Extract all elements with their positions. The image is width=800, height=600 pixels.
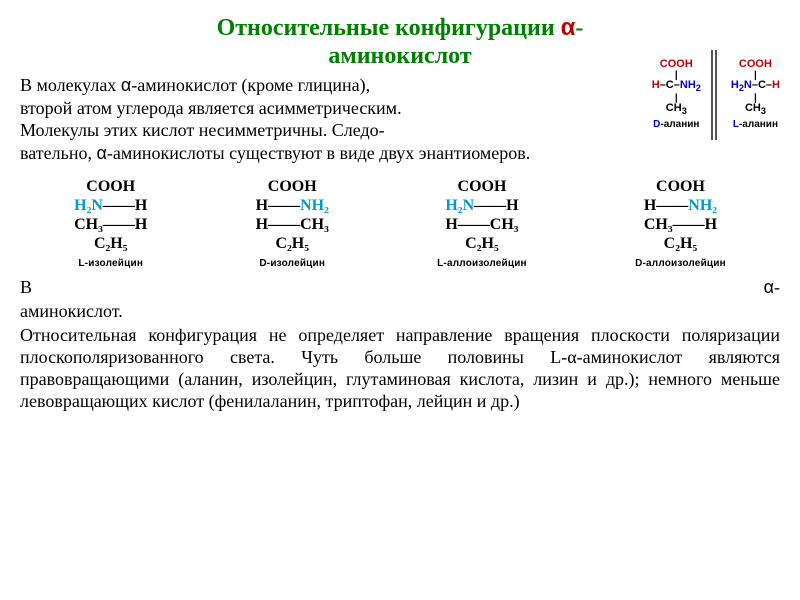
d-alanine-row2: H–C–NH2 xyxy=(652,79,701,91)
bond-icon: | xyxy=(731,72,780,79)
d-alanine: COOH | H–C–NH2 | CH3 D-аланин xyxy=(652,58,701,132)
bottom-line1: В α- xyxy=(20,277,780,299)
d-alanine-ch3: CH3 xyxy=(666,102,687,114)
bond-icon: | xyxy=(731,95,780,102)
isoleucine-row: COOH H₂N——H CH₃——H C₂H₅ L-изолейцин COOH… xyxy=(20,178,780,269)
intro-continue: вательно, α-аминокислоты существуют в ви… xyxy=(20,142,780,165)
l-alanine-cooh: COOH xyxy=(739,58,772,70)
title-part1: Относительные конфигурации xyxy=(217,15,561,41)
bond-icon: | xyxy=(652,95,701,102)
bottom-b1b: - xyxy=(774,277,780,297)
intro-line1b: -аминокислот (кроме глицина), xyxy=(131,75,370,95)
cont-b: -аминокислоты существуют в виде двух эна… xyxy=(107,143,530,163)
bottom-b1a: В xyxy=(20,277,32,299)
intro-line3: Молекулы этих кислот несимметричны. След… xyxy=(20,120,385,140)
cont-alpha: α xyxy=(96,143,106,163)
title-part2: аминокислот xyxy=(328,43,471,69)
l-alanine-label: L-аланин xyxy=(731,119,780,132)
l-alanine-row2: H2N–C–H xyxy=(731,79,780,91)
bond-icon: | xyxy=(652,72,701,79)
title-alpha: α xyxy=(561,14,576,41)
d-alanine-cooh: COOH xyxy=(660,58,693,70)
iso-structure-2: COOH H——NH₂ H——CH₃ C₂H₅ D-изолейцин xyxy=(256,178,329,269)
intro-text: В молекулах α-аминокислот (кроме глицина… xyxy=(20,74,646,142)
intro-row: В молекулах α-аминокислот (кроме глицина… xyxy=(20,74,780,142)
iso-structure-3: COOH H₂N——H H——CH₃ C₂H₅ L-аллоизолейцин xyxy=(437,178,527,269)
iso-structure-1: COOH H₂N——H CH₃——H C₂H₅ L-изолейцин xyxy=(74,178,147,269)
cont-a: вательно, xyxy=(20,143,96,163)
intro-line1a: В молекулах xyxy=(20,75,121,95)
title-dash: - xyxy=(575,15,583,41)
l-alanine-ch3: CH3 xyxy=(745,102,766,114)
d-alanine-label: D-аланин xyxy=(652,119,701,132)
bottom-line2: аминокислот. xyxy=(20,301,780,323)
bottom-alpha: α xyxy=(764,277,774,297)
alanine-diagram: COOH | H–C–NH2 | CH3 D-аланин COOH | H2N… xyxy=(652,50,780,140)
intro-line2: второй атом углерода является асимметрич… xyxy=(20,98,402,118)
l-alanine: COOH | H2N–C–H | CH3 L-аланин xyxy=(731,58,780,132)
bottom-paragraph: Относительная конфигурация не определяет… xyxy=(20,325,780,413)
intro-alpha: α xyxy=(121,75,131,95)
iso-structure-4: COOH H——NH₂ CH₃——H C₂H₅ D-аллоизолейцин xyxy=(635,178,726,269)
mirror-icon xyxy=(711,50,721,140)
